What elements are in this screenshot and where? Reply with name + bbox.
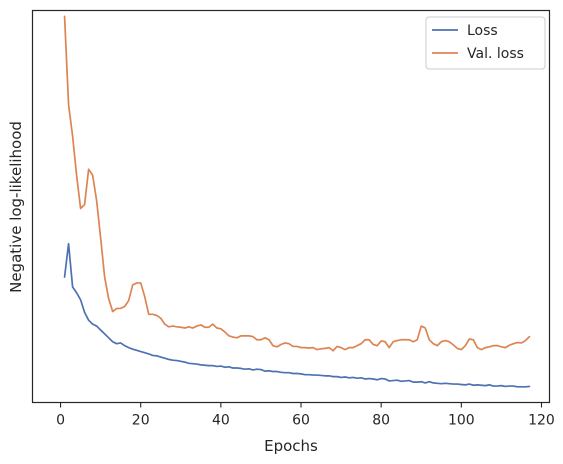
x-tick-label: 120	[528, 413, 555, 429]
series-layer	[63, 15, 531, 388]
x-tick-label: 0	[56, 413, 65, 429]
x-tick-label: 60	[292, 413, 310, 429]
x-tick-label: 100	[448, 413, 475, 429]
legend: Loss Val. loss	[425, 16, 546, 70]
x-tick-label: 80	[372, 413, 390, 429]
x-tick-label: 40	[212, 413, 230, 429]
x-tick-label: 20	[132, 413, 150, 429]
legend-label: Val. loss	[467, 46, 524, 62]
plot-area	[32, 10, 550, 403]
plot-frame	[31, 9, 551, 404]
legend-label: Loss	[467, 23, 498, 39]
series-line-val-loss	[63, 15, 531, 352]
series-line-loss	[63, 242, 531, 388]
x-axis: 0 20 40 60 80 100 120	[56, 402, 555, 429]
y-axis-label: Negative log-likelihood	[7, 121, 25, 293]
x-axis-label: Epochs	[264, 437, 318, 455]
